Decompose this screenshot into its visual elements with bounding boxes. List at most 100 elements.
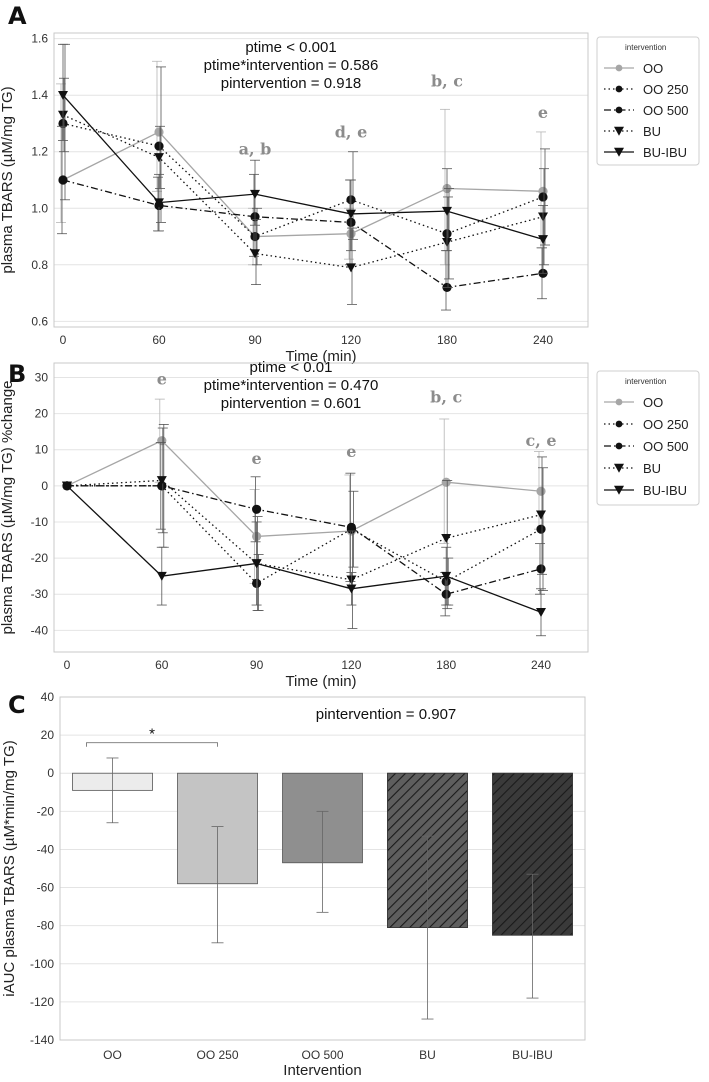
x-tick-label: 180 [437,333,457,347]
data-point [62,481,72,491]
legend-item: BU [604,124,661,139]
x-tick-label: 90 [250,658,264,672]
series-bu [58,77,549,305]
series-line [66,439,542,538]
legend: intervention OO OO 250 OO 500 BU BU-IBU [596,36,700,166]
y-tick-label: -80 [37,919,55,933]
y-tick-label: 20 [41,728,55,742]
legend-item: BU-IBU [604,145,687,160]
y-tick-label: -20 [31,551,49,565]
legend-marker [614,485,624,495]
data-point [536,486,546,496]
y-tick-label: -20 [37,804,55,818]
y-tick-label: -30 [31,587,49,601]
data-point [538,235,548,245]
panel-letter-c: C [8,691,26,719]
stat-text: ptime*intervention = 0.586 [204,57,379,74]
x-tick-label: OO 250 [196,1048,238,1062]
significance-label: e [538,103,548,122]
legend-item: OO 250 [604,82,689,97]
legend-marker [615,398,623,406]
stat-text: pintervention = 0.918 [221,75,362,92]
legend-label: OO [643,61,663,76]
legend-label: BU [643,124,661,139]
legend-marker [614,126,624,136]
legend-item: OO 250 [604,417,689,432]
series-line [66,479,542,581]
data-point [156,571,167,581]
y-tick-label: -60 [37,881,55,895]
stat-text: pintervention = 0.601 [221,395,362,412]
plot-frame [59,696,586,1041]
legend-item: OO [604,61,663,76]
data-point [58,175,68,185]
data-point [441,571,452,581]
x-tick-label: 90 [248,333,262,347]
legend-label: OO 250 [643,82,689,97]
data-point [536,510,546,520]
panel-c: C -140 -120 -100 -80 -60 -40 -20 0 20 40 OO OO 250 OO… [1,690,586,1079]
y-tick-label: 40 [41,690,55,704]
legend-title: intervention [625,43,666,52]
y-tick-label: 1.0 [31,201,48,215]
data-point [252,504,262,514]
significance-label: e [157,370,167,389]
x-tick-label: 180 [436,658,456,672]
y-tick-label: -100 [30,957,54,971]
legend-title: intervention [625,377,666,386]
series-bu-ibu [58,43,548,274]
series-line [67,485,542,585]
x-tick-label: 60 [155,658,169,672]
legend-marker [615,106,623,114]
data-point [154,141,164,151]
y-tick-label: 1.2 [31,145,48,159]
y-tick-label: 1.6 [31,32,48,46]
legend-item: OO 500 [604,103,689,118]
data-point [154,153,164,163]
legend-marker [615,85,623,93]
x-axis-title: Time (min) [285,348,356,365]
legend-label: OO 500 [643,439,689,454]
x-tick-label: BU-IBU [512,1048,553,1062]
legend-item: BU [604,461,661,476]
legend-marker [615,64,623,72]
data-point [441,477,451,487]
series-line [62,94,544,240]
x-axis-title: Time (min) [285,673,356,690]
y-tick-label: 30 [35,370,49,384]
significance-bracket [86,742,218,747]
significance-label: d, e [335,123,368,142]
panel-letter-a: A [8,2,27,30]
data-point [154,198,164,208]
legend-label: OO 250 [643,417,689,432]
data-point [154,127,164,137]
series-bu-ibu [62,481,546,637]
series-line [62,179,544,289]
legend-label: BU-IBU [643,483,687,498]
x-tick-label: OO 500 [301,1048,343,1062]
stat-text: pintervention = 0.907 [316,706,457,723]
stat-text: ptime < 0.01 [250,359,333,376]
x-tick-label: 240 [531,658,551,672]
data-point [250,231,260,242]
panel-a: A 0.6 0.8 1.0 1.2 1.4 1.6 0 60 90 120 180 240 Time (m… [0,2,700,365]
legend-marker [614,463,624,473]
data-point [346,263,356,273]
data-point [157,436,167,446]
x-tick-label: 240 [533,333,553,347]
series-oo [62,398,546,588]
series-oo-250 [62,424,548,611]
legend-label: BU-IBU [643,145,687,160]
series-bu [62,427,547,629]
y-axis-title: plasma TBARS (µM/mg TG) [0,86,16,273]
panel-letter-b: B [8,360,26,388]
data-point [536,564,546,574]
y-tick-label: 10 [35,443,49,457]
x-tick-label: 0 [60,333,67,347]
data-point [250,189,260,199]
series-line [62,122,544,238]
data-point [346,522,356,532]
significance-label: e [346,442,356,461]
data-point [538,192,548,202]
